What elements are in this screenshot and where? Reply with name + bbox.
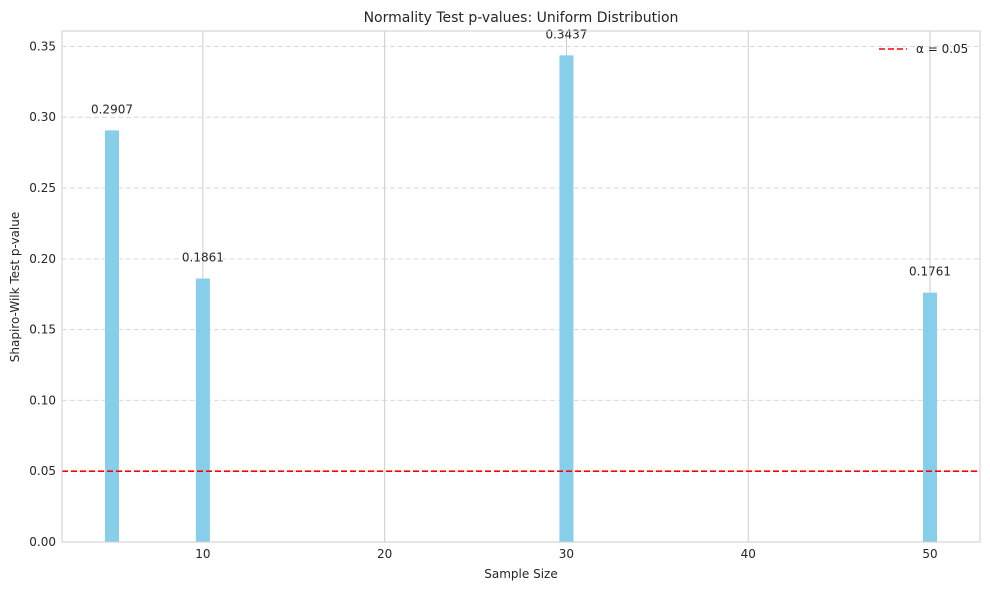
bar bbox=[559, 55, 574, 542]
y-tick-label: 0.05 bbox=[29, 464, 56, 478]
y-tick-label: 0.15 bbox=[29, 323, 56, 337]
y-axis-ticks: 0.00 0.05 0.10 0.15 0.20 0.25 0.30 0.35 bbox=[29, 39, 56, 549]
y-tick-label: 0.35 bbox=[29, 39, 56, 53]
bar-value-label: 0.2907 bbox=[91, 102, 133, 116]
y-tick-label: 0.25 bbox=[29, 181, 56, 195]
x-tick-label: 40 bbox=[741, 547, 756, 561]
x-tick-label: 30 bbox=[559, 547, 574, 561]
bar-value-label: 0.3437 bbox=[545, 27, 587, 41]
y-tick-label: 0.20 bbox=[29, 252, 56, 266]
y-tick-label: 0.00 bbox=[29, 535, 56, 549]
x-tick-label: 10 bbox=[195, 547, 210, 561]
x-tick-label: 50 bbox=[922, 547, 937, 561]
plot-frame bbox=[61, 30, 981, 543]
legend: α = 0.05 bbox=[879, 42, 968, 56]
x-tick-label: 20 bbox=[377, 547, 392, 561]
y-tick-label: 0.10 bbox=[29, 393, 56, 407]
y-tick-label: 0.30 bbox=[29, 110, 56, 124]
data-labels: 0.2907 0.1861 0.3437 0.1761 bbox=[91, 27, 951, 278]
legend-label: α = 0.05 bbox=[916, 42, 968, 56]
bar bbox=[923, 292, 938, 542]
bar-value-label: 0.1761 bbox=[909, 265, 951, 279]
x-axis-ticks: 10 20 30 40 50 bbox=[195, 547, 937, 561]
chart-title: Normality Test p-values: Uniform Distrib… bbox=[364, 10, 679, 26]
y-axis-label: Shapiro-Wilk Test p-value bbox=[8, 212, 22, 363]
x-axis-label: Sample Size bbox=[484, 567, 557, 581]
bar-value-label: 0.1861 bbox=[182, 251, 224, 265]
bar bbox=[195, 278, 210, 542]
bar bbox=[104, 130, 119, 542]
bars bbox=[104, 55, 938, 542]
